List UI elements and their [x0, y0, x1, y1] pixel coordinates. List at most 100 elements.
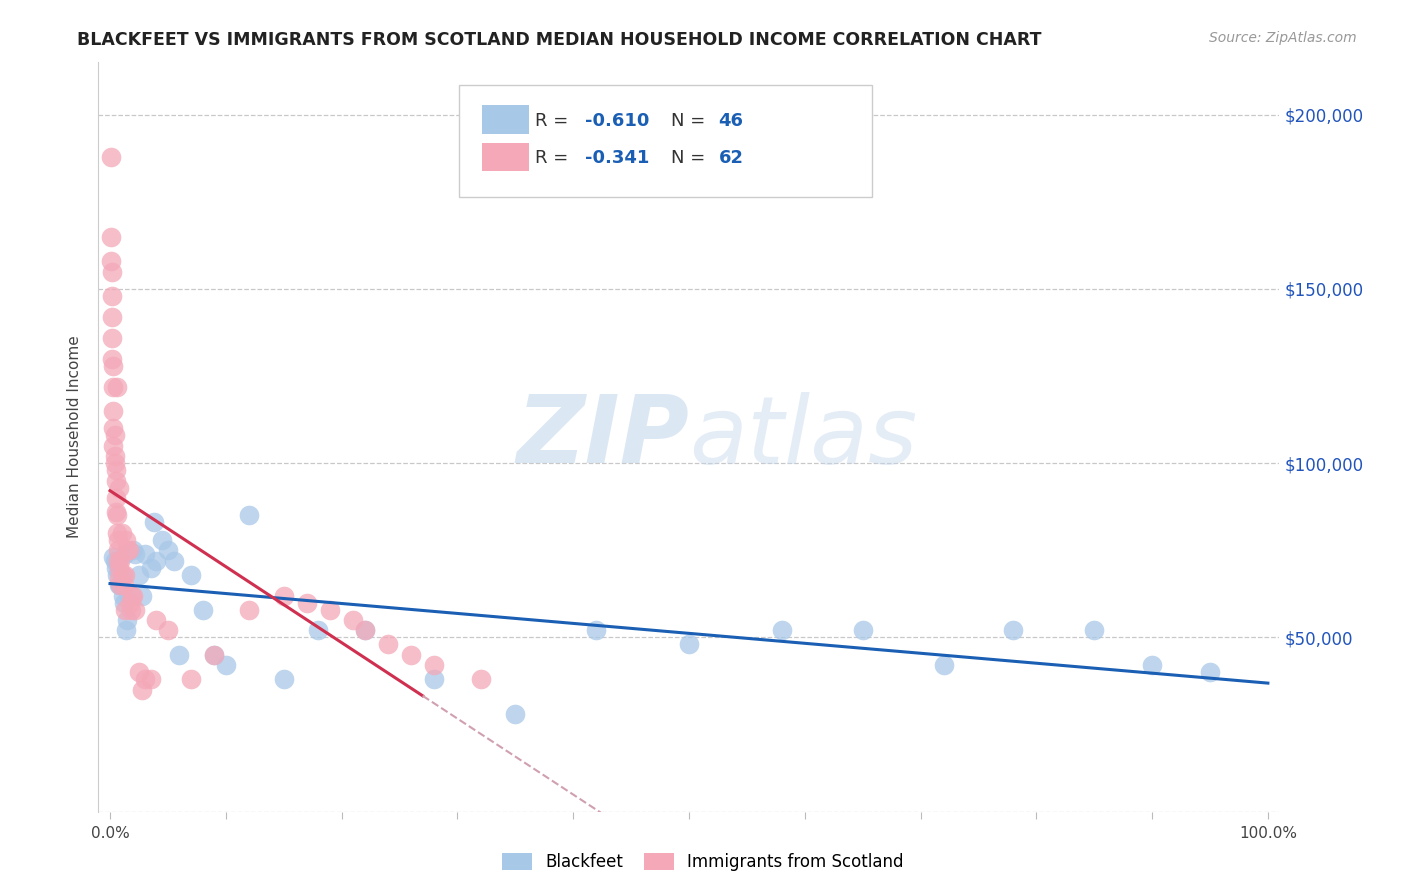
Point [103, 550, 125, 565]
Point [115, 624, 138, 638]
Text: -0.341: -0.341 [585, 149, 650, 168]
Point [124, 547, 146, 561]
Text: 62: 62 [718, 149, 744, 168]
Point [273, 589, 295, 603]
Point [503, 707, 526, 722]
Point [121, 589, 143, 603]
Text: N =: N = [671, 112, 711, 130]
Point [585, 624, 607, 638]
Point [103, 439, 125, 453]
Point [114, 547, 136, 561]
Point [423, 673, 446, 687]
Text: BLACKFEET VS IMMIGRANTS FROM SCOTLAND MEDIAN HOUSEHOLD INCOME CORRELATION CHART: BLACKFEET VS IMMIGRANTS FROM SCOTLAND ME… [77, 31, 1042, 49]
Point [143, 516, 166, 530]
Point [104, 463, 127, 477]
Point [111, 567, 134, 582]
Point [1083, 624, 1105, 638]
Point [122, 589, 145, 603]
Point [377, 637, 399, 651]
Point [124, 602, 146, 616]
Point [104, 491, 127, 505]
Point [110, 567, 132, 582]
Point [105, 525, 128, 540]
Point [110, 525, 132, 540]
Point [423, 658, 446, 673]
Point [107, 554, 129, 568]
Point [103, 379, 125, 393]
Point [104, 428, 127, 442]
Text: atlas: atlas [689, 392, 917, 483]
Point [770, 624, 793, 638]
Point [101, 289, 124, 303]
Text: -0.610: -0.610 [585, 112, 650, 130]
Text: 46: 46 [718, 112, 744, 130]
Point [112, 596, 135, 610]
Point [202, 648, 225, 662]
Point [134, 673, 156, 687]
Point [163, 554, 186, 568]
Point [678, 637, 700, 651]
Point [104, 505, 127, 519]
Point [145, 613, 167, 627]
Point [180, 567, 202, 582]
Point [108, 578, 131, 592]
Point [139, 673, 162, 687]
Point [131, 682, 153, 697]
Point [122, 543, 145, 558]
Point [103, 421, 125, 435]
Point [120, 589, 142, 603]
Point [169, 648, 191, 662]
Point [110, 578, 132, 592]
Point [150, 533, 173, 547]
Point [100, 229, 122, 244]
Point [101, 264, 124, 278]
Point [342, 613, 364, 627]
Point [112, 578, 135, 592]
FancyBboxPatch shape [482, 105, 530, 134]
Point [100, 149, 122, 163]
Point [1140, 658, 1163, 673]
Point [117, 589, 139, 603]
Text: R =: R = [536, 112, 575, 130]
Point [104, 456, 127, 470]
Point [110, 554, 132, 568]
Point [202, 648, 225, 662]
Point [108, 481, 131, 495]
Point [101, 310, 124, 324]
Point [156, 543, 179, 558]
Point [139, 561, 162, 575]
Point [104, 561, 127, 575]
Point [128, 665, 150, 680]
Point [353, 624, 375, 638]
Point [101, 331, 124, 345]
Point [180, 673, 202, 687]
Point [103, 359, 125, 373]
Point [108, 571, 131, 585]
Point [156, 624, 179, 638]
Legend: Blackfeet, Immigrants from Scotland: Blackfeet, Immigrants from Scotland [494, 845, 912, 880]
Text: Source: ZipAtlas.com: Source: ZipAtlas.com [1209, 31, 1357, 45]
Text: ZIP: ZIP [516, 391, 689, 483]
Point [103, 404, 125, 418]
FancyBboxPatch shape [458, 85, 872, 197]
Point [118, 596, 141, 610]
Point [105, 379, 128, 393]
Y-axis label: Median Household Income: Median Household Income [67, 335, 83, 539]
Point [114, 602, 136, 616]
Point [100, 254, 122, 268]
Point [117, 543, 139, 558]
Point [111, 589, 134, 603]
Point [117, 613, 139, 627]
Point [295, 596, 318, 610]
Point [104, 474, 127, 488]
Point [114, 567, 136, 582]
Point [932, 658, 955, 673]
Point [107, 554, 129, 568]
Point [104, 554, 127, 568]
Point [107, 533, 129, 547]
Point [145, 554, 167, 568]
Point [107, 543, 129, 558]
Point [319, 602, 342, 616]
Point [238, 602, 260, 616]
Point [110, 578, 132, 592]
